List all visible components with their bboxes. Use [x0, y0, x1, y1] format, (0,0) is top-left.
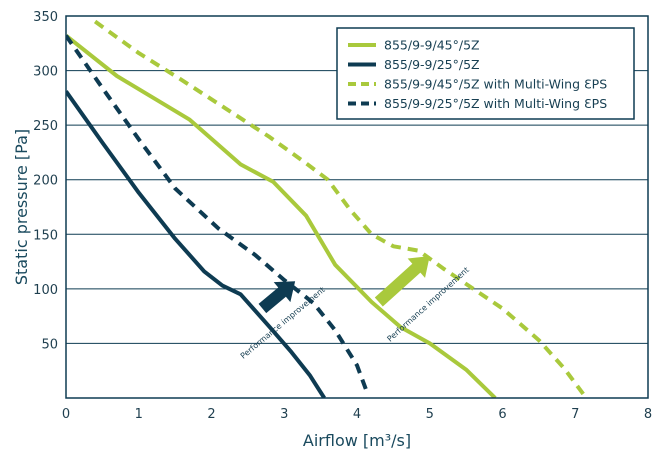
legend: 855/9-9/45°/5Z 855/9-9/25°/5Z 855/9-9/45°/… [336, 27, 635, 120]
y-tick-label: 50 [41, 337, 58, 352]
x-tick-label: 4 [353, 407, 361, 422]
legend-label-2: 855/9-9/25°/5Z [384, 57, 480, 72]
performance-arrow-1 [258, 281, 296, 314]
y-axis-title: Static pressure [Pa] [12, 129, 31, 285]
performance-arrow-2 [374, 256, 430, 307]
x-tick-label: 2 [207, 407, 215, 422]
x-axis-ticks: 0 1 2 3 4 5 6 7 8 [62, 407, 652, 422]
x-tick-label: 3 [280, 407, 288, 422]
series-layer [66, 19, 588, 398]
arrow-shape [258, 281, 296, 314]
x-tick-label: 1 [135, 407, 143, 422]
x-tick-label: 0 [62, 407, 70, 422]
legend-box [336, 27, 635, 120]
x-tick-label: 8 [644, 407, 652, 422]
x-tick-label: 6 [498, 407, 506, 422]
series-line-3 [93, 19, 588, 398]
y-tick-label: 100 [33, 283, 58, 298]
y-tick-label: 300 [33, 65, 58, 80]
y-tick-label: 250 [33, 119, 58, 134]
arrow-shape [374, 256, 430, 307]
x-axis-title: Airflow [m³/s] [303, 431, 411, 450]
series-line-4 [66, 34, 370, 396]
y-tick-label: 350 [33, 10, 58, 25]
plot-frame [65, 15, 649, 399]
x-tick-label: 7 [571, 407, 579, 422]
legend-label-1: 855/9-9/45°/5Z [384, 38, 480, 53]
legend-label-4: 855/9-9/25°/5Z with Multi-Wing ƐPS [384, 96, 607, 111]
series-line-2 [66, 90, 326, 398]
y-axis-ticks: 50 100 150 200 250 300 350 [33, 10, 58, 352]
x-tick-label: 5 [426, 407, 434, 422]
series-line-1 [66, 34, 497, 398]
y-tick-label: 200 [33, 174, 58, 189]
y-tick-label: 150 [33, 228, 58, 243]
legend-label-3: 855/9-9/45°/5Z with Multi-Wing ƐPS [384, 77, 607, 92]
